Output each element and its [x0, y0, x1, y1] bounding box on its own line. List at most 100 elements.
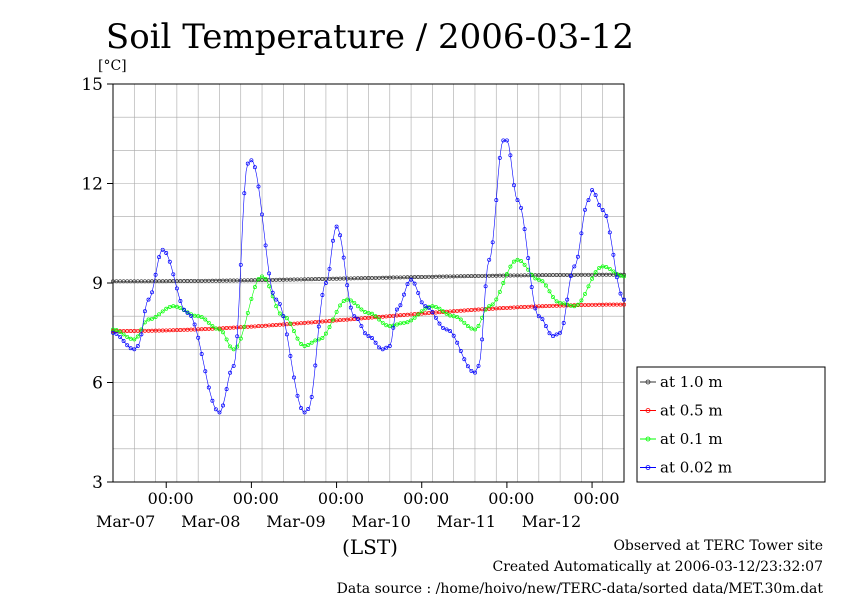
data-point: [139, 327, 144, 332]
data-point: [313, 363, 318, 368]
data-point: [611, 269, 616, 274]
data-point: [572, 304, 577, 309]
data-point: [423, 304, 428, 309]
data-point: [444, 327, 449, 332]
data-point: [441, 309, 445, 314]
data-point: [551, 303, 555, 308]
data-point: [543, 273, 548, 278]
data-point: [235, 278, 240, 283]
data-point: [501, 138, 506, 143]
data-point: [614, 275, 619, 280]
data-point: [213, 407, 218, 412]
data-point: [245, 161, 250, 166]
data-point: [281, 314, 286, 319]
data-point: [433, 274, 438, 279]
data-point: [476, 363, 481, 368]
data-point: [128, 329, 133, 333]
data-point: [174, 304, 179, 309]
data-point: [412, 281, 417, 286]
data-point: [458, 349, 463, 353]
data-point: [274, 304, 279, 309]
data-point: [142, 328, 147, 333]
data-point: [508, 264, 513, 269]
data-point: [274, 277, 279, 282]
data-point: [366, 334, 371, 339]
data-point: [206, 326, 211, 331]
data-point: [604, 214, 609, 218]
data-point: [522, 305, 527, 309]
data-point: [394, 322, 399, 327]
data-point: [345, 317, 350, 322]
legend-swatch-marker: [645, 465, 651, 470]
data-point: [323, 281, 328, 285]
data-point: [526, 256, 531, 261]
data-point: [132, 337, 137, 342]
data-point: [490, 306, 495, 311]
data-point: [274, 323, 279, 327]
data-point: [355, 317, 360, 322]
data-point: [423, 306, 428, 311]
data-point: [196, 314, 201, 319]
data-point: [363, 331, 367, 336]
data-point: [331, 317, 335, 322]
data-point: [384, 323, 389, 328]
data-point: [352, 314, 357, 319]
data-point: [469, 274, 474, 279]
data-point: [338, 318, 343, 323]
data-point: [522, 273, 527, 278]
data-point: [199, 278, 204, 283]
data-point: [483, 273, 488, 278]
legend-swatch-marker: [645, 379, 651, 385]
data-point: [157, 255, 162, 260]
data-point: [295, 321, 300, 326]
data-point: [593, 302, 598, 307]
data-point: [437, 306, 442, 311]
data-point: [221, 330, 225, 335]
data-point: [469, 326, 474, 331]
legend-box: [636, 366, 826, 483]
data-point: [583, 291, 587, 296]
data-point: [515, 273, 520, 278]
data-point: [377, 275, 382, 280]
data-point: [157, 328, 162, 333]
data-point: [490, 302, 495, 307]
data-point: [568, 303, 573, 308]
data-point: [462, 320, 467, 325]
data-point: [171, 272, 176, 277]
data-point: [490, 273, 495, 278]
data-point: [476, 307, 481, 312]
data-point: [260, 212, 264, 217]
data-point: [295, 336, 300, 341]
data-point: [565, 297, 570, 302]
data-point: [341, 255, 346, 260]
data-point: [210, 398, 215, 403]
data-point: [135, 279, 140, 284]
data-point: [593, 193, 598, 198]
data-point: [391, 275, 396, 280]
data-point: [441, 325, 445, 330]
data-point: [135, 344, 140, 348]
data-point: [316, 324, 321, 329]
footer-site: Observed at TERC Tower site: [613, 538, 823, 554]
x-axis-label: (LST): [342, 535, 398, 559]
data-point: [405, 282, 410, 287]
data-point: [448, 329, 453, 334]
x-tick-label-date: Mar-08: [181, 512, 240, 531]
data-point: [366, 310, 371, 315]
data-point: [164, 306, 169, 311]
data-point: [607, 272, 612, 277]
data-point: [497, 155, 502, 160]
data-point: [160, 247, 165, 252]
data-point: [252, 278, 257, 283]
data-point: [607, 302, 612, 307]
data-point: [128, 279, 133, 284]
legend-label: at 0.02 m: [660, 459, 732, 477]
data-point: [139, 332, 144, 337]
data-point: [146, 297, 151, 302]
data-point: [504, 138, 509, 143]
data-point: [203, 317, 208, 322]
legend-swatch-marker: [645, 408, 651, 413]
data-point: [352, 300, 357, 305]
data-point: [600, 208, 605, 212]
data-point: [380, 320, 385, 325]
